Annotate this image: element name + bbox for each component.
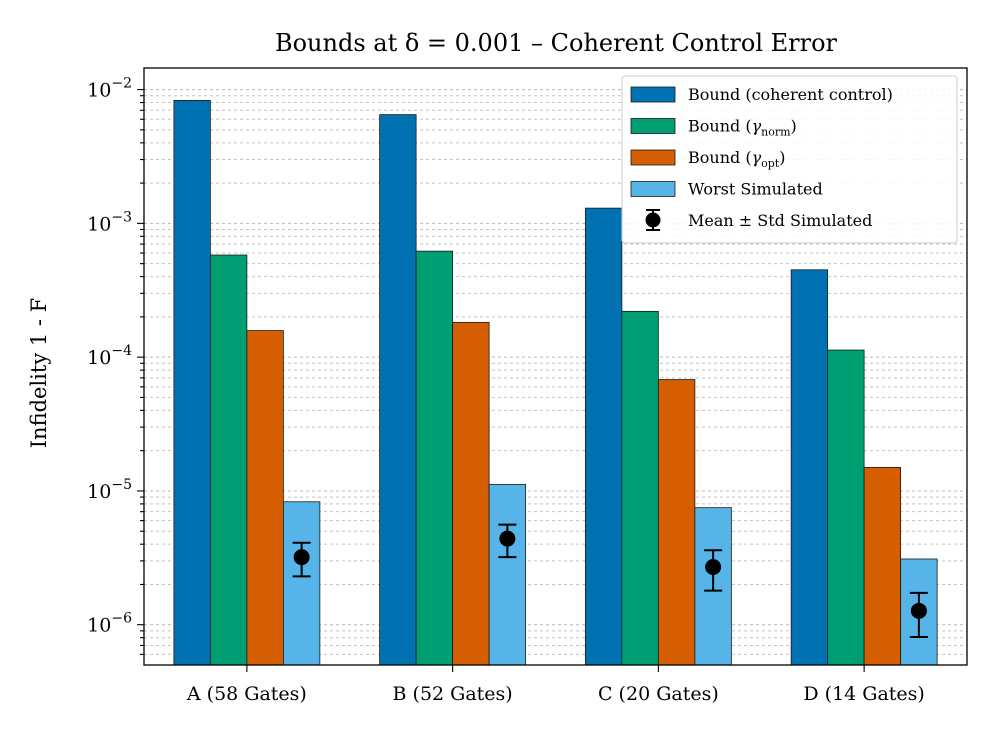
legend-swatch <box>630 149 676 166</box>
bar-1-b <box>379 114 417 666</box>
x-tick-label: B (52 Gates) <box>393 683 513 705</box>
legend-label: Bound (γopt) <box>688 148 785 170</box>
x-tick-label: C (20 Gates) <box>598 683 719 705</box>
mean-point-d <box>910 602 927 619</box>
mean-point-b <box>499 530 516 547</box>
y-tick-base: 10 <box>87 80 111 102</box>
y-tick-exponent: −4 <box>111 343 132 359</box>
bar-1-d <box>790 269 829 666</box>
plot-frame <box>143 67 968 666</box>
legend-label-text: Bound ( <box>688 117 752 136</box>
y-tick-label: 10−3 <box>87 209 132 235</box>
bar-1-a <box>173 100 211 666</box>
y-tick-base: 10 <box>87 481 111 503</box>
y-tick-exponent: −2 <box>111 76 132 92</box>
bar-4-a <box>282 501 321 666</box>
bar-3-b <box>452 321 490 666</box>
y-tick-label: 10−6 <box>87 611 132 637</box>
x-axis-ticks: A (58 Gates) B (52 Gates) C (20 Gates) D (1… <box>186 665 925 705</box>
legend-label-subscript: norm <box>761 126 791 139</box>
legend-label-suffix: ) <box>779 148 785 167</box>
y-tick-base: 10 <box>87 347 111 369</box>
bar-1-c <box>584 207 623 666</box>
bar-2-d <box>827 349 865 666</box>
y-tick-exponent: −5 <box>111 477 132 493</box>
y-tick-exponent: −3 <box>111 209 132 225</box>
y-axis-ticks: 10−610−510−410−310−2 <box>87 76 144 655</box>
y-axis-label: Infidelity 1 - F <box>27 298 51 449</box>
chart-title: Bounds at δ = 0.001 – Coherent Control E… <box>275 29 838 57</box>
legend-label: Bound (coherent control) <box>688 85 893 104</box>
legend-label-text: Worst Simulated <box>688 180 823 199</box>
bar-2-b <box>415 250 454 666</box>
bar-3-a <box>246 330 284 666</box>
legend-swatch <box>630 181 676 197</box>
legend-swatch <box>630 118 676 134</box>
legend-box <box>621 75 958 244</box>
legend-label-subscript: opt <box>761 157 780 170</box>
bar-3-d <box>863 466 902 666</box>
legend-label-text: Mean ± Std Simulated <box>688 211 872 230</box>
legend-label-symbol: γ <box>752 148 762 167</box>
legend: Bound (coherent control)Bound (γnorm)Bou… <box>621 75 958 244</box>
legend-label-text: Bound ( <box>688 148 752 167</box>
y-tick-exponent: −6 <box>111 611 132 627</box>
legend-label-suffix: ) <box>791 117 797 136</box>
legend-label: Mean ± Std Simulated <box>688 211 872 230</box>
x-tick-label: A (58 Gates) <box>186 683 307 705</box>
y-tick-base: 10 <box>87 213 111 235</box>
legend-label-text: Bound (coherent control) <box>688 85 893 104</box>
y-tick-label: 10−5 <box>87 477 132 503</box>
bar-2-a <box>209 254 248 666</box>
legend-marker <box>645 212 661 228</box>
mean-point-c <box>705 559 722 576</box>
bar-3-c <box>657 379 696 666</box>
x-tick-label: D (14 Gates) <box>803 683 924 705</box>
bar-4-b <box>488 483 527 666</box>
y-tick-label: 10−2 <box>87 76 132 102</box>
legend-label: Worst Simulated <box>688 180 823 199</box>
legend-label: Bound (γnorm) <box>688 117 797 139</box>
legend-label-symbol: γ <box>752 117 762 136</box>
legend-swatch <box>630 86 676 103</box>
bars-layer <box>173 100 938 666</box>
bar-2-c <box>621 310 659 666</box>
y-tick-base: 10 <box>87 615 111 637</box>
errorbar-layer <box>292 523 928 638</box>
mean-point-a <box>293 549 310 566</box>
y-tick-label: 10−4 <box>87 343 132 369</box>
